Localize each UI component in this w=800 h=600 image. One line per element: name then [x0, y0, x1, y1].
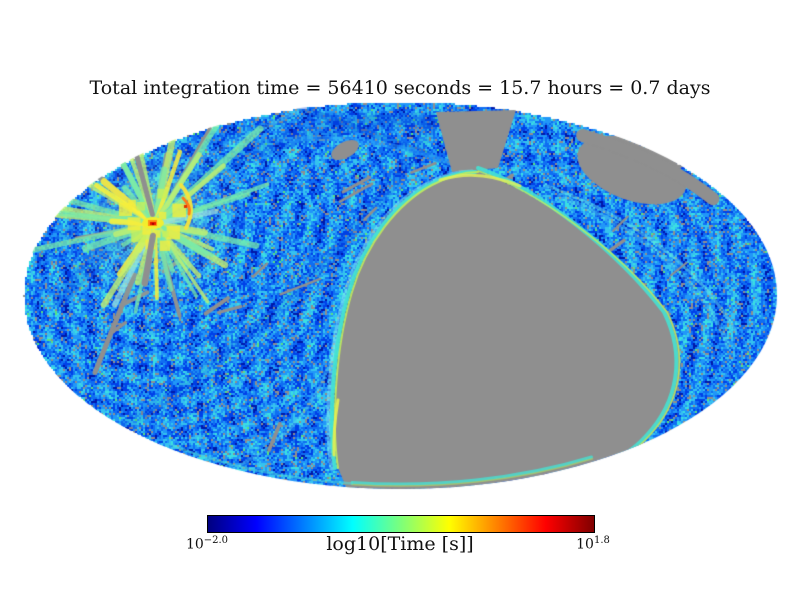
figure-title: Total integration time = 56410 seconds =… [89, 77, 711, 99]
colorbar-gradient [207, 515, 595, 533]
colorbar-tick-max: 101.8 [576, 535, 610, 553]
tick-min-exponent: −2.0 [203, 535, 229, 546]
colorbar-label: log10[Time [s]] [326, 533, 474, 555]
tick-max-base: 10 [576, 536, 594, 553]
tick-min-base: 10 [185, 536, 204, 553]
colorbar-tick-min: 10−2.0 [186, 535, 228, 553]
tick-max-exponent: 1.8 [593, 535, 610, 546]
